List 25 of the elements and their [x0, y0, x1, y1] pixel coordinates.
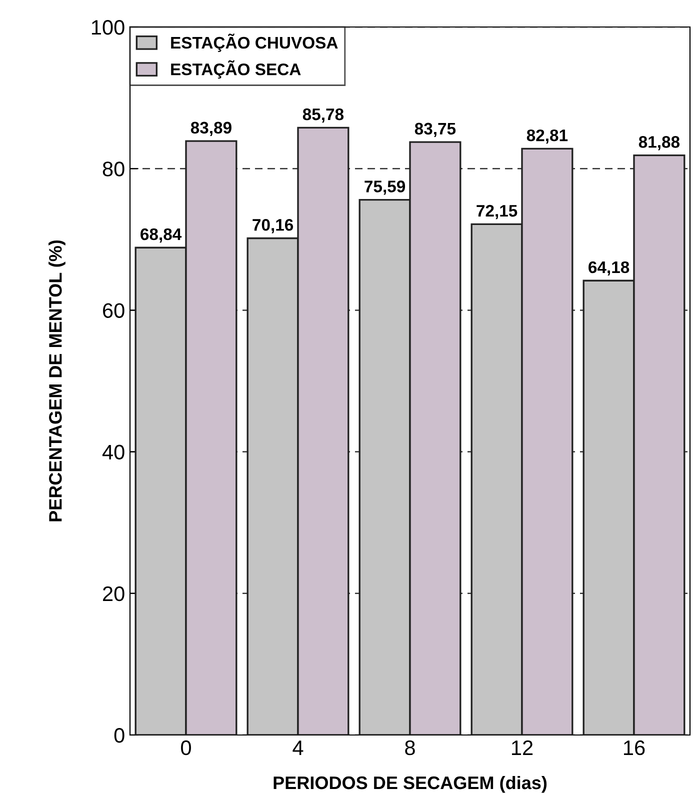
data-label: 75,59 [364, 180, 406, 195]
data-label: 64,18 [588, 261, 630, 276]
data-label: 68,84 [140, 228, 182, 243]
y-tick-label: 20 [103, 586, 124, 602]
x-tick-label: 4 [292, 740, 304, 755]
data-label: 83,75 [414, 122, 456, 138]
x-tick-label: 12 [512, 740, 533, 755]
y-tick-label: 100 [92, 20, 124, 35]
y-axis-title: PERCENTAGEM DE MENTOL (%) [48, 240, 66, 522]
data-label: 72,15 [476, 204, 518, 220]
data-label: 85,78 [302, 108, 344, 123]
x-tick-label: 0 [181, 740, 191, 756]
x-tick-label: 8 [405, 740, 415, 756]
data-label: 81,88 [638, 136, 680, 150]
legend-label: ESTAÇÃO SECA [171, 60, 301, 79]
data-label: 70,16 [252, 219, 294, 234]
data-label: 83,89 [190, 122, 232, 136]
x-axis-title: PERIODOS DE SECAGEM (dias) [274, 776, 547, 793]
y-tick-label: 60 [103, 303, 124, 318]
x-tick-label: 16 [624, 740, 645, 756]
data-label: 82,81 [526, 129, 568, 144]
y-tick-label: 40 [102, 444, 124, 460]
y-tick-label: 80 [102, 162, 124, 176]
legend-label: ESTAÇÃO CHUVOSA [171, 34, 338, 52]
y-tick-label: 0 [114, 728, 124, 743]
